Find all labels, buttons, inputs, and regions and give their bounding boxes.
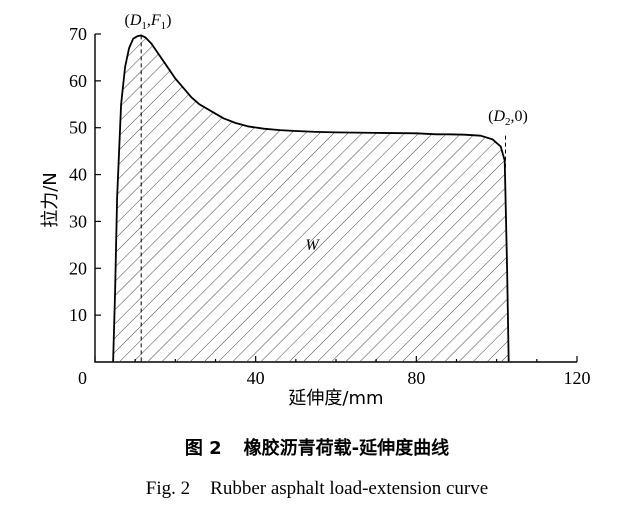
x-axis-label: 延伸度/mm (288, 388, 383, 409)
y-tick-label: 70 (69, 24, 87, 44)
y-tick-label: 50 (69, 118, 87, 138)
annotation-end: (D2,0) (488, 108, 528, 128)
y-tick-label: 40 (69, 165, 87, 185)
x-tick-label: 40 (247, 368, 265, 388)
series-layer (112, 34, 510, 363)
series-line (112, 34, 510, 363)
caption-en: Fig. 2 Rubber asphalt load-extension curv… (146, 478, 488, 499)
y-tick-label: 30 (69, 211, 87, 231)
area-label: W (305, 237, 320, 254)
y-tick-label: 20 (69, 258, 87, 278)
y-tick-label: 60 (69, 71, 87, 91)
ticks-layer: 10 20 30 40 50 60 70 0 40 80 120 (69, 24, 591, 388)
x-tick-label: 80 (407, 368, 425, 388)
caption-zh: 图 2 橡胶沥青荷载-延伸度曲线 (185, 437, 449, 459)
annotation-peak: (D1,F1) (125, 12, 172, 32)
x-tick-label: 0 (78, 368, 87, 388)
y-tick-label: 10 (69, 305, 87, 325)
y-axis-label: 拉力/N (40, 172, 61, 228)
hatched-area (113, 35, 509, 363)
x-tick-label: 120 (564, 368, 591, 388)
